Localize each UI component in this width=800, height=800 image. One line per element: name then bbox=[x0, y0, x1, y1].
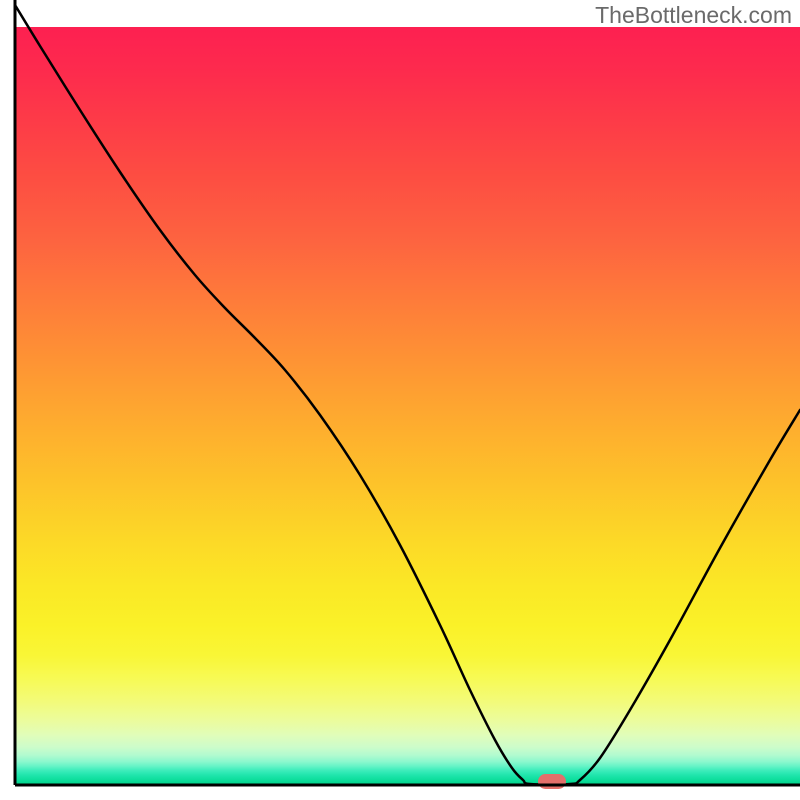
chart-container: { "meta": { "width": 800, "height": 800 … bbox=[0, 0, 800, 800]
gradient-background bbox=[0, 0, 800, 800]
